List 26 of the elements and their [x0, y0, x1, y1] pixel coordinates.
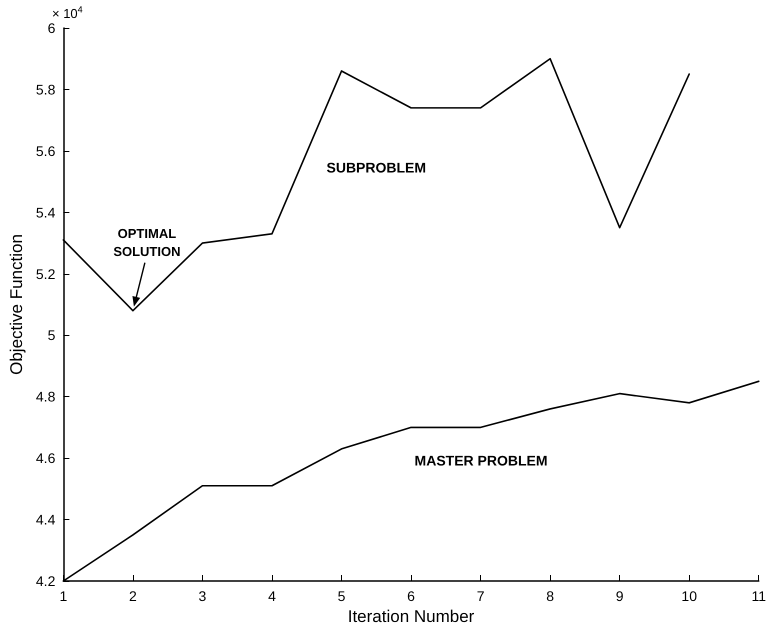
- x-tick-label: 3: [198, 588, 207, 604]
- y-tick-label: 5: [48, 327, 56, 344]
- y-tick-label: 4.6: [36, 450, 56, 466]
- y-tick-label: 4.2: [36, 573, 56, 589]
- x-tick-label: 9: [616, 588, 624, 604]
- y-tick-label: 5.6: [36, 142, 56, 159]
- x-tick-label: 10: [681, 588, 698, 604]
- x-axis-title: Iteration Number: [348, 606, 475, 626]
- x-tick-label: 2: [129, 588, 137, 604]
- series-label: SUBPROBLEM: [326, 159, 426, 176]
- x-tick-label: 5: [338, 588, 346, 604]
- annotation: OPTIMAL SOLUTION: [113, 226, 180, 260]
- y-tick-label: 6: [48, 20, 56, 36]
- x-tick-label: 8: [546, 588, 554, 604]
- y-tick-label: 5.8: [36, 81, 56, 98]
- series-label: MASTER PROBLEM: [414, 452, 548, 469]
- x-tick-label: 4: [268, 588, 276, 604]
- x-tick-label: 7: [476, 588, 485, 604]
- x-tick-label: 6: [407, 588, 416, 604]
- y-tick-label: 5.4: [36, 204, 56, 220]
- y-tick-label: 5.2: [36, 266, 56, 282]
- y-tick-label: 4.8: [36, 388, 56, 405]
- x-tick-label: 1: [59, 588, 68, 604]
- y-tick-label: 4.4: [36, 512, 56, 528]
- y-axis-title: Objective Function: [7, 234, 26, 375]
- x-tick-label: 11: [751, 588, 766, 604]
